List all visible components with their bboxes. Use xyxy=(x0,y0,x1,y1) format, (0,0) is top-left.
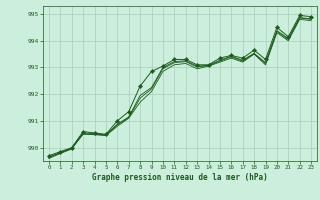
X-axis label: Graphe pression niveau de la mer (hPa): Graphe pression niveau de la mer (hPa) xyxy=(92,173,268,182)
